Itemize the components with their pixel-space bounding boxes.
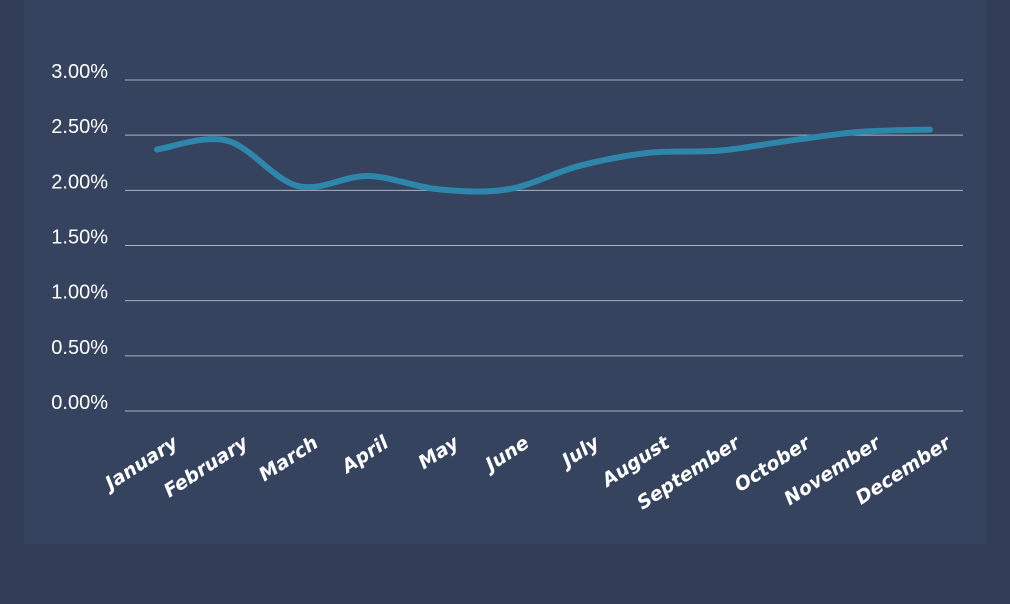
y-tick-label: 1.00% (51, 282, 108, 304)
y-tick-label: 0.50% (51, 337, 108, 359)
chart-panel (24, 0, 986, 544)
y-tick-label: 1.50% (51, 227, 108, 249)
y-tick-label: 0.00% (51, 392, 108, 414)
y-tick-label: 2.50% (51, 116, 108, 138)
y-tick-label: 3.00% (51, 61, 108, 83)
x-tick-label: July (555, 431, 605, 474)
x-tick-label: March (255, 432, 322, 486)
x-tick-label: June (478, 432, 533, 478)
y-tick-label: 2.00% (51, 171, 108, 193)
x-tick-label: May (414, 431, 464, 474)
series-line (154, 126, 933, 195)
x-tick-label: April (336, 431, 393, 478)
